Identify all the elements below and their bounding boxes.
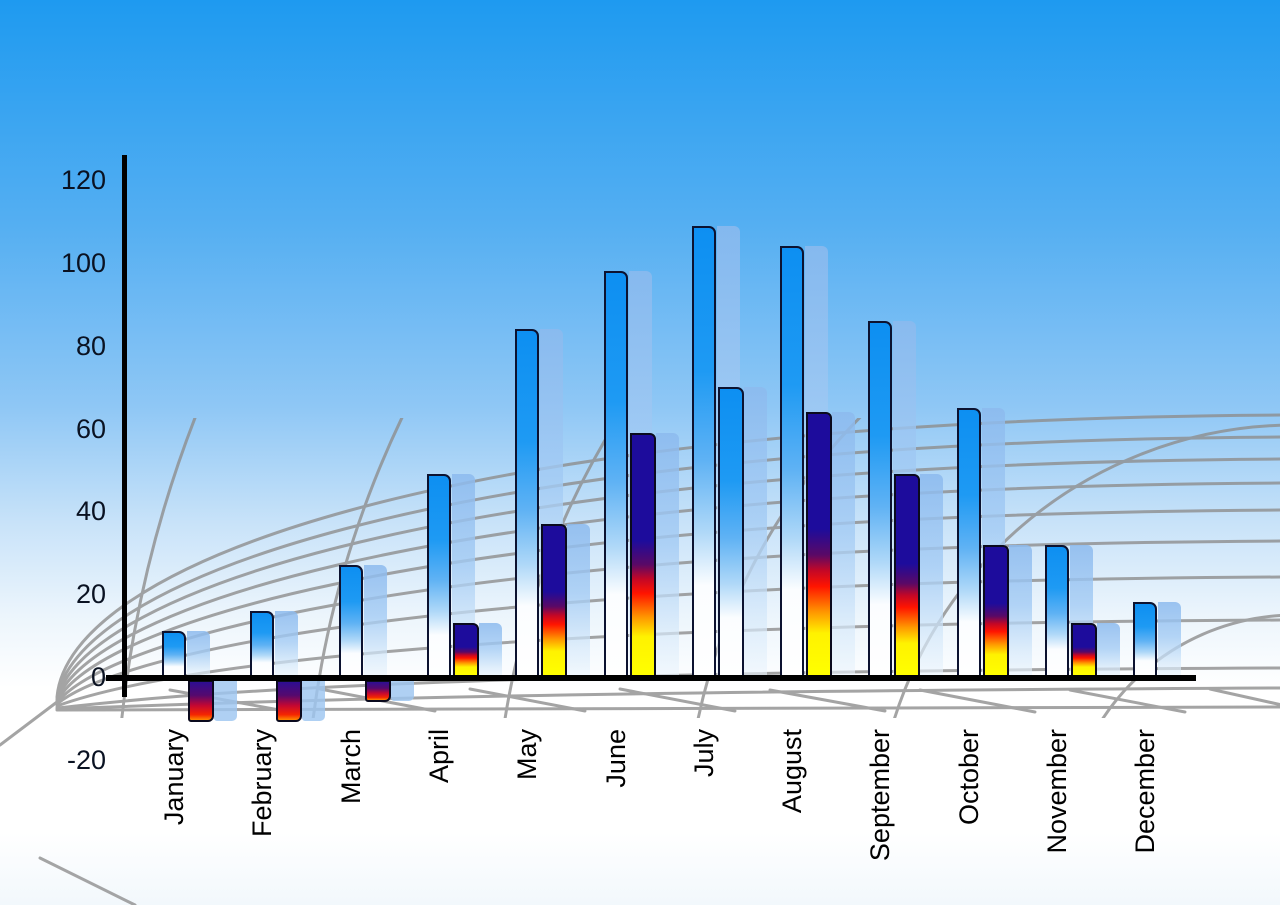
bar-january-primary [162, 631, 186, 677]
bar-september-secondary [894, 474, 921, 677]
x-label-february: February [247, 729, 278, 838]
y-tick-120: 120 [60, 165, 106, 196]
bar-august-secondary [806, 412, 833, 677]
bar-july-primary [691, 225, 716, 677]
bar-shadow [390, 679, 414, 701]
bar-shadow [302, 679, 326, 722]
bar-november-secondary [1071, 623, 1097, 677]
bar-shadow [1097, 623, 1120, 679]
x-label-december: December [1130, 729, 1161, 854]
x-axis-line [106, 675, 1196, 681]
bar-shadow [1158, 602, 1182, 679]
bar-shadow [363, 565, 387, 679]
y-tick-60: 60 [75, 413, 106, 444]
x-label-august: August [777, 729, 808, 814]
x-label-april: April [423, 729, 454, 784]
y-tick-80: 80 [75, 330, 106, 361]
bar-april-primary [426, 474, 451, 677]
bar-shadow [1008, 544, 1032, 679]
y-tick-20: 20 [75, 579, 106, 610]
x-label-september: September [865, 729, 896, 862]
bar-shadow [187, 631, 210, 679]
y-tick-100: 100 [60, 248, 106, 278]
bar-december-primary [1133, 602, 1158, 677]
bar-august-primary [780, 246, 805, 677]
bar-january-secondary [188, 681, 214, 723]
bar-shadow [655, 432, 679, 679]
y-tick--20: -20 [66, 744, 106, 775]
bar-june-secondary [629, 432, 656, 677]
y-axis-line [122, 155, 127, 697]
bar-february-primary [250, 610, 275, 677]
bar-shadow [832, 412, 856, 679]
bar-may-secondary [541, 523, 568, 677]
bar-june-primary [603, 271, 628, 677]
x-label-november: November [1042, 729, 1072, 854]
bar-shadow [478, 623, 502, 679]
x-label-january: January [159, 729, 189, 826]
bar-shadow [920, 474, 944, 679]
bar-october-secondary [982, 544, 1009, 677]
bar-shadow [567, 523, 591, 679]
x-label-october: October [953, 729, 984, 826]
y-tick-0: 0 [90, 662, 106, 692]
x-label-march: March [335, 729, 366, 805]
x-label-may: May [512, 729, 543, 781]
bar-shadow [275, 610, 299, 679]
bar-march-secondary [364, 681, 391, 702]
bar-shadow [214, 679, 237, 722]
bar-february-secondary [276, 681, 303, 723]
bar-july-secondary [717, 387, 744, 677]
bar-april-secondary [452, 623, 479, 677]
bar-may-primary [515, 329, 540, 677]
bar-november-primary [1045, 544, 1069, 677]
x-label-july: July [688, 729, 719, 778]
x-label-june: June [600, 729, 631, 788]
bar-shadow [743, 387, 767, 679]
y-tick-40: 40 [75, 496, 106, 527]
bar-october-primary [956, 407, 981, 677]
bar-september-primary [868, 320, 893, 677]
bar-march-primary [338, 565, 363, 677]
